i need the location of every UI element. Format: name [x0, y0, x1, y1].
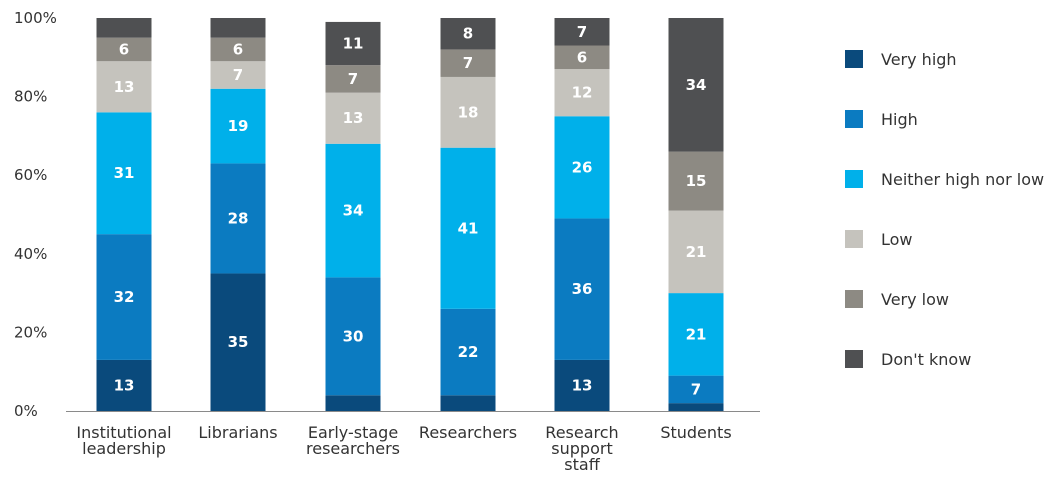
segment-value-label: 28 — [228, 209, 249, 227]
bar-segment — [668, 210, 724, 294]
bar-segment — [440, 395, 496, 411]
bar-segment — [210, 18, 266, 38]
bar-segment — [210, 163, 266, 274]
legend-label: Very high — [881, 50, 957, 69]
segment-value-label: 8 — [463, 25, 473, 43]
bar-segment — [96, 234, 152, 360]
category-label: Researchers — [419, 423, 517, 442]
bar-segment — [440, 147, 496, 309]
bar-segment — [210, 273, 266, 411]
segment-value-label: 13 — [343, 109, 364, 127]
bar-segment — [325, 277, 381, 396]
segment-value-label: 21 — [686, 243, 707, 261]
legend: Very high High Neither high nor low Low Very… — [845, 50, 1044, 369]
bar-segment — [668, 375, 724, 404]
segment-value-label: 13 — [114, 78, 135, 96]
bar-segment — [668, 151, 724, 211]
bars: 13 32 31 13 6 35 28 19 7 6 30 34 13 7 11 22 41 18 7 8 13 36 26… — [96, 18, 724, 411]
bar-segment — [554, 18, 610, 46]
bar-segment — [210, 88, 266, 164]
bar-segment — [554, 69, 610, 117]
bar-segment — [96, 61, 152, 113]
bar-segment — [210, 61, 266, 89]
bar-segment — [96, 37, 152, 62]
segment-value-label: 7 — [233, 66, 243, 84]
segment-value-label: 35 — [228, 333, 249, 351]
y-tick-label: 40% — [14, 245, 47, 263]
bar-segment — [96, 112, 152, 235]
y-tick-label: 0% — [14, 402, 38, 420]
bar-segment — [440, 18, 496, 50]
legend-label: Low — [881, 230, 913, 249]
segment-value-label: 12 — [572, 84, 593, 102]
legend-swatch — [845, 170, 863, 188]
segment-value-label: 6 — [233, 40, 243, 58]
segment-value-label: 7 — [577, 23, 587, 41]
bar-segment — [668, 293, 724, 376]
legend-label: Very low — [881, 290, 949, 309]
category-label: Librarians — [198, 423, 277, 442]
category-label: Early-stage researchers — [306, 423, 400, 458]
bar-segment — [668, 18, 724, 152]
segment-value-label: 30 — [343, 327, 364, 345]
segment-value-label: 26 — [572, 158, 593, 176]
segment-value-label: 34 — [686, 76, 707, 94]
segment-value-label: 11 — [343, 35, 364, 53]
y-tick-label: 80% — [14, 88, 47, 106]
bar-segment — [325, 92, 381, 144]
y-tick-label: 100% — [14, 9, 57, 27]
bar-segment — [210, 37, 266, 62]
bar-segment — [440, 76, 496, 148]
bar-segment — [325, 65, 381, 93]
segment-value-label: 31 — [114, 164, 135, 182]
bar-segment — [554, 359, 610, 411]
legend-swatch — [845, 350, 863, 368]
category-label: Research support staff — [545, 423, 618, 474]
bar-segment — [440, 49, 496, 77]
category-label: Institutional leadership — [76, 423, 171, 458]
bar-segment — [440, 308, 496, 396]
bar-segment — [325, 395, 381, 411]
segment-value-label: 22 — [458, 343, 479, 361]
bar-segment — [554, 218, 610, 360]
legend-swatch — [845, 230, 863, 248]
category-labels: Institutional leadership Librarians Early-s… — [76, 423, 731, 474]
bar-segment — [554, 45, 610, 70]
bar-segment — [96, 18, 152, 38]
bar-segment — [96, 359, 152, 411]
legend-swatch — [845, 110, 863, 128]
segment-value-label: 6 — [119, 40, 129, 58]
segment-value-label: 34 — [343, 202, 364, 220]
segment-value-label: 21 — [686, 325, 707, 343]
segment-value-label: 7 — [348, 70, 358, 88]
legend-label: Neither high nor low — [881, 170, 1044, 189]
segment-value-label: 13 — [114, 376, 135, 394]
segment-value-label: 32 — [114, 288, 135, 306]
category-label: Students — [660, 423, 731, 442]
legend-label: Don't know — [881, 350, 971, 369]
segment-value-label: 19 — [228, 117, 249, 135]
legend-label: High — [881, 110, 918, 129]
legend-swatch — [845, 290, 863, 308]
bar-segment — [325, 21, 381, 66]
y-axis: 0% 20% 40% 60% 80% 100% — [14, 9, 57, 420]
bar-segment — [668, 403, 724, 411]
segment-value-label: 41 — [458, 219, 479, 237]
segment-value-label: 6 — [577, 48, 587, 66]
legend-swatch — [845, 50, 863, 68]
y-tick-label: 60% — [14, 166, 47, 184]
segment-value-label: 7 — [691, 380, 701, 398]
y-tick-label: 20% — [14, 323, 47, 341]
segment-value-label: 13 — [572, 376, 593, 394]
segment-value-label: 15 — [686, 172, 707, 190]
bar-segment — [325, 143, 381, 278]
segment-value-label: 36 — [572, 280, 593, 298]
segment-value-label: 18 — [458, 103, 479, 121]
bar-segment — [554, 116, 610, 219]
segment-value-label: 7 — [463, 54, 473, 72]
